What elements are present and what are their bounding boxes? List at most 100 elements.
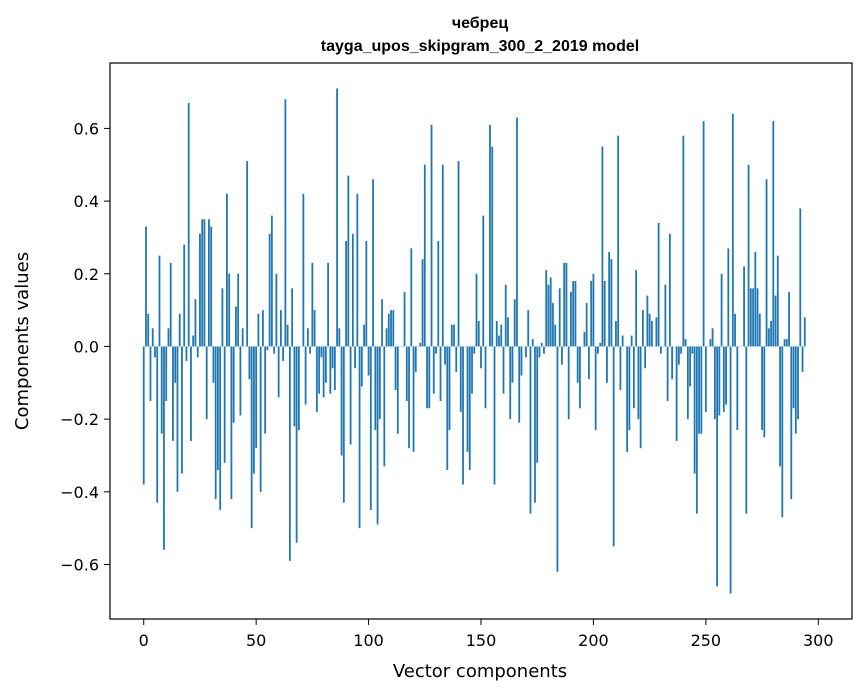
bar-60 bbox=[277, 346, 280, 398]
bar-235 bbox=[671, 346, 674, 380]
bar-95 bbox=[356, 193, 359, 347]
y-tick-label: 0.4 bbox=[74, 192, 99, 211]
bar-224 bbox=[646, 295, 649, 347]
bar-292 bbox=[799, 208, 802, 347]
bar-82 bbox=[327, 262, 329, 347]
bar-61 bbox=[279, 310, 282, 347]
bar-190 bbox=[570, 291, 572, 347]
bar-204 bbox=[601, 146, 604, 347]
bar-118 bbox=[408, 346, 410, 449]
bar-23 bbox=[194, 299, 197, 347]
bar-110 bbox=[390, 310, 392, 347]
bar-10 bbox=[165, 346, 168, 401]
bar-62 bbox=[282, 346, 285, 361]
bar-29 bbox=[208, 219, 210, 347]
bar-125 bbox=[423, 164, 426, 347]
bar-107 bbox=[383, 346, 386, 467]
bar-228 bbox=[655, 317, 658, 347]
bar-281 bbox=[774, 295, 777, 347]
plot-frame bbox=[109, 62, 853, 620]
bar-86 bbox=[336, 88, 338, 347]
bar-85 bbox=[333, 346, 336, 391]
bar-294 bbox=[803, 317, 806, 347]
bar-1 bbox=[145, 226, 147, 347]
x-axis-label: Vector components bbox=[393, 661, 567, 682]
bar-67 bbox=[293, 346, 296, 427]
bar-188 bbox=[565, 262, 568, 347]
bar-58 bbox=[273, 346, 276, 354]
bar-239 bbox=[680, 346, 683, 354]
bar-156 bbox=[493, 346, 496, 485]
bar-222 bbox=[641, 310, 644, 347]
bar-176 bbox=[538, 346, 541, 358]
bar-241 bbox=[684, 339, 687, 347]
bar-149 bbox=[477, 321, 480, 347]
bar-154 bbox=[489, 124, 491, 347]
bar-182 bbox=[552, 302, 554, 347]
bar-148 bbox=[475, 273, 478, 347]
bar-89 bbox=[342, 346, 345, 503]
bar-151 bbox=[482, 215, 485, 347]
bar-208 bbox=[610, 259, 613, 347]
bar-205 bbox=[603, 281, 606, 347]
bar-267 bbox=[743, 266, 745, 347]
bar-80 bbox=[322, 346, 325, 398]
bar-57 bbox=[270, 215, 273, 347]
bar-250 bbox=[704, 346, 707, 412]
bar-247 bbox=[698, 346, 700, 434]
bar-167 bbox=[518, 346, 521, 423]
bar-97 bbox=[360, 346, 363, 387]
bars-group bbox=[142, 88, 806, 594]
bar-131 bbox=[437, 241, 440, 347]
bar-17 bbox=[181, 346, 183, 474]
bar-217 bbox=[630, 335, 633, 347]
bar-65 bbox=[288, 346, 291, 561]
bar-19 bbox=[185, 346, 188, 361]
bar-116 bbox=[403, 291, 406, 347]
bar-193 bbox=[576, 346, 579, 383]
bar-242 bbox=[686, 346, 689, 420]
bar-186 bbox=[561, 346, 563, 365]
bar-183 bbox=[554, 324, 557, 347]
bar-40 bbox=[232, 346, 235, 423]
bar-248 bbox=[700, 346, 703, 434]
bar-158 bbox=[498, 335, 500, 347]
bar-30 bbox=[210, 226, 213, 347]
bar-146 bbox=[471, 346, 473, 394]
bar-155 bbox=[491, 146, 494, 347]
bar-68 bbox=[295, 346, 298, 543]
chart-subtitle: tayga_upos_skipgram_300_2_2019 model bbox=[321, 38, 639, 55]
bar-139 bbox=[455, 346, 458, 372]
bar-72 bbox=[304, 346, 307, 405]
x-tick-label: 250 bbox=[691, 631, 722, 650]
bar-113 bbox=[396, 346, 399, 434]
bar-50 bbox=[255, 346, 258, 449]
bar-7 bbox=[158, 255, 161, 347]
bar-276 bbox=[763, 346, 766, 438]
bar-207 bbox=[608, 251, 611, 347]
bar-47 bbox=[248, 346, 251, 380]
bar-219 bbox=[635, 270, 638, 347]
bar-145 bbox=[468, 346, 471, 471]
bar-288 bbox=[790, 346, 793, 500]
bar-71 bbox=[302, 193, 305, 347]
bar-0 bbox=[142, 346, 145, 485]
bar-201 bbox=[594, 346, 597, 431]
bar-102 bbox=[372, 179, 374, 347]
bar-191 bbox=[572, 281, 575, 347]
bar-44 bbox=[241, 328, 244, 347]
bar-184 bbox=[556, 346, 559, 572]
bar-268 bbox=[745, 346, 748, 514]
bar-274 bbox=[758, 313, 761, 347]
bar-185 bbox=[558, 288, 561, 347]
bar-8 bbox=[160, 346, 163, 434]
bar-52 bbox=[259, 346, 262, 492]
bar-130 bbox=[435, 346, 437, 354]
bar-258 bbox=[722, 346, 725, 412]
bar-218 bbox=[633, 346, 635, 409]
x-tick-label: 200 bbox=[578, 631, 609, 650]
bar-42 bbox=[237, 273, 240, 347]
bar-75 bbox=[311, 262, 314, 347]
bar-126 bbox=[426, 346, 428, 409]
